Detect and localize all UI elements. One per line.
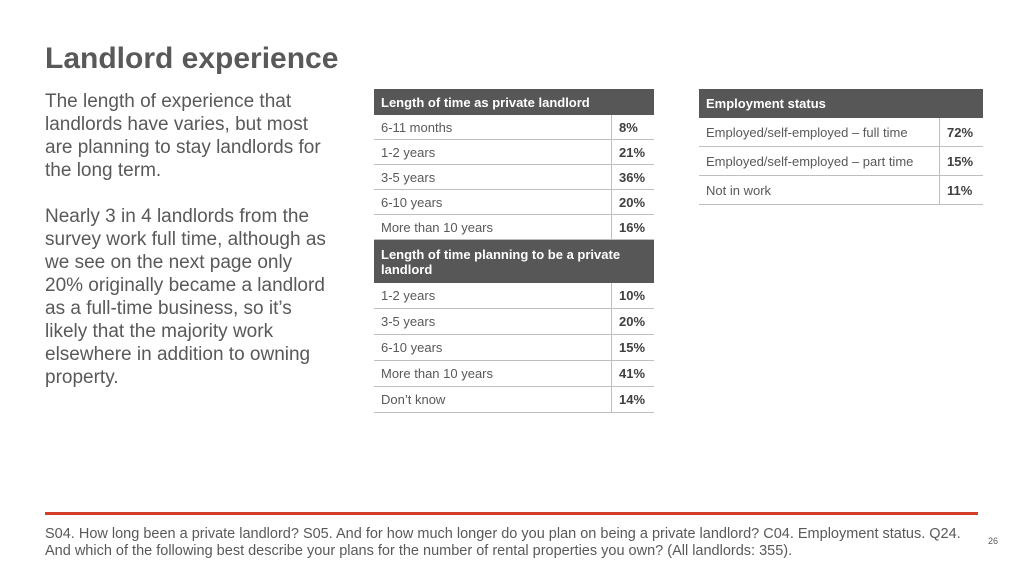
row-value: 10% [611, 283, 654, 309]
landlord-length-table: Length of time as private landlord 6-11 … [374, 89, 654, 413]
row-value: 14% [611, 386, 654, 413]
row-label: 3-5 years [374, 164, 612, 190]
table-header-length: Length of time as private landlord [374, 89, 654, 115]
table-row: More than 10 years 16% [374, 214, 654, 240]
row-value: 72% [939, 118, 983, 147]
table-header-row: Length of time as private landlord [374, 89, 654, 115]
table-row: 1-2 years 10% [374, 283, 654, 309]
page-title: Landlord experience [45, 42, 339, 75]
body-paragraph-1: The length of experience that landlords … [45, 91, 321, 181]
page-number: 26 [988, 536, 999, 546]
employment-status-table: Employment status Employed/self-employed… [699, 89, 983, 205]
table-row: Not in work 11% [699, 175, 983, 205]
row-value: 15% [611, 334, 654, 361]
body-paragraph-2: Nearly 3 in 4 landlords from the survey … [45, 206, 326, 388]
row-label: 6-10 years [374, 334, 612, 361]
row-value: 15% [939, 146, 983, 176]
table-header-row: Employment status [699, 89, 983, 118]
table-row: More than 10 years 41% [374, 360, 654, 387]
table-row: 6-10 years 20% [374, 189, 654, 215]
table-row: Don’t know 14% [374, 386, 654, 413]
row-label: Don’t know [374, 386, 612, 413]
row-value: 20% [611, 189, 654, 215]
row-value: 16% [611, 214, 654, 240]
row-label: Not in work [699, 175, 940, 205]
row-label: More than 10 years [374, 360, 612, 387]
row-value: 11% [939, 175, 983, 205]
row-label: Employed/self-employed – part time [699, 146, 940, 176]
table-row: 3-5 years 36% [374, 164, 654, 190]
row-label: Employed/self-employed – full time [699, 118, 940, 147]
table-row: Employed/self-employed – part time 15% [699, 146, 983, 176]
table-row: 1-2 years 21% [374, 139, 654, 165]
row-label: 6-10 years [374, 189, 612, 215]
footnote: S04. How long been a private landlord? S… [45, 526, 961, 559]
row-label: 1-2 years [374, 139, 612, 165]
footer-divider [45, 512, 978, 515]
table-row: 3-5 years 20% [374, 308, 654, 335]
body-text: The length of experience that landlords … [45, 90, 335, 412]
row-value: 20% [611, 308, 654, 335]
table-header-row: Length of time planning to be a private … [374, 239, 654, 283]
row-value: 8% [611, 115, 654, 140]
table-header-planning: Length of time planning to be a private … [374, 239, 654, 283]
row-label: More than 10 years [374, 214, 612, 240]
table-row: Employed/self-employed – full time 72% [699, 118, 983, 147]
row-value: 41% [611, 360, 654, 387]
row-label: 6-11 months [374, 115, 612, 140]
row-label: 1-2 years [374, 283, 612, 309]
table-row: 6-11 months 8% [374, 115, 654, 140]
row-value: 36% [611, 164, 654, 190]
table-row: 6-10 years 15% [374, 334, 654, 361]
row-value: 21% [611, 139, 654, 165]
row-label: 3-5 years [374, 308, 612, 335]
table-header-employment: Employment status [699, 89, 983, 118]
